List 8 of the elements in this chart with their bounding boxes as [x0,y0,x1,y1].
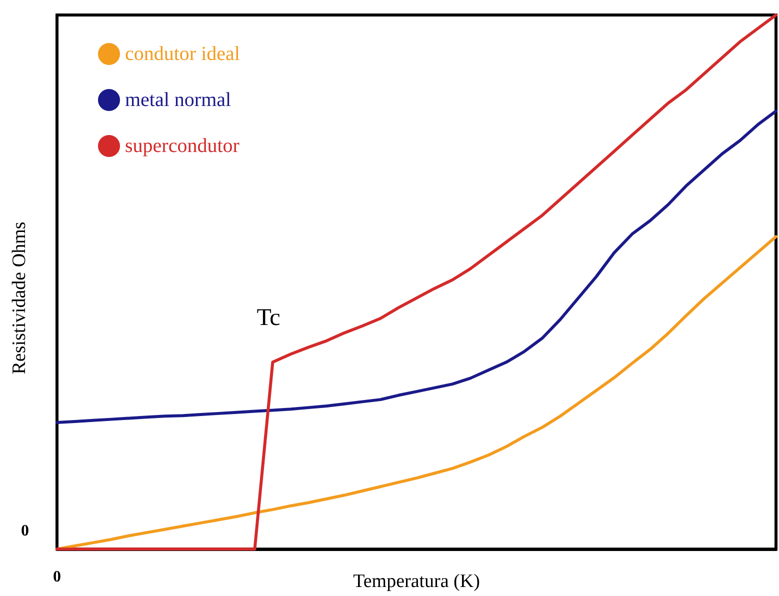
text: 0 [53,568,61,586]
x-axis-title: Temperatura (K) [353,571,480,592]
legend-label: condutor ideal [125,43,240,65]
legend-label: metal normal [125,89,232,111]
annotation: Tc [256,305,280,332]
text: 0 [21,522,29,540]
y-axis-title: Resistividade Ohms [9,222,30,374]
legend-label: supercondutor [125,135,240,157]
